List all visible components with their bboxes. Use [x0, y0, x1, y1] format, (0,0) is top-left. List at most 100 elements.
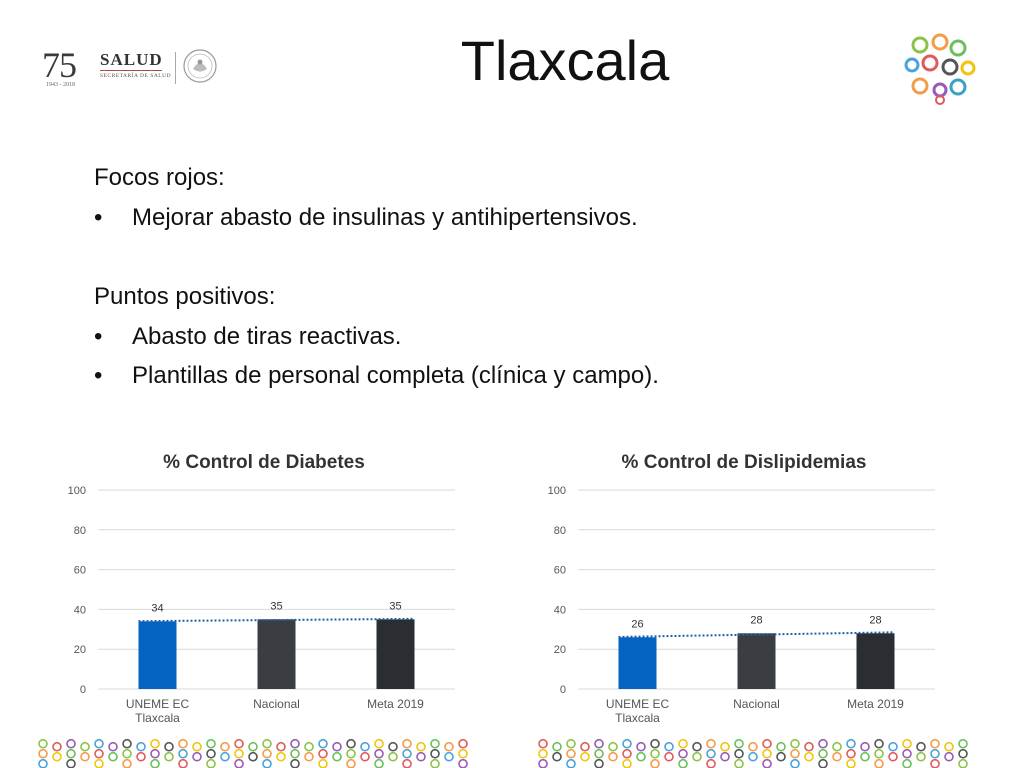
decorative-ring: [38, 738, 48, 749]
decorative-ring: [290, 738, 300, 749]
decorative-ring: [122, 738, 132, 749]
decorative-ring: [692, 751, 702, 762]
bar: [618, 637, 657, 689]
decorative-ring: [650, 758, 660, 768]
decorative-ring: [720, 741, 730, 752]
decorative-ring: [52, 751, 62, 762]
decorative-ring: [262, 758, 272, 768]
x-tick-label: Meta 2019: [367, 697, 424, 711]
decorative-ring: [888, 741, 898, 752]
bullet-item: • Plantillas de personal completa (clíni…: [94, 356, 894, 396]
bullet-text: Abasto de tiras reactivas.: [132, 322, 402, 350]
decorative-pattern-left: [38, 738, 468, 768]
bullet-text: Plantillas de personal completa (clínica…: [132, 362, 659, 389]
decorative-ring: [430, 748, 440, 759]
decorative-ring: [234, 738, 244, 749]
decorative-ring: [220, 741, 230, 752]
y-tick-label: 60: [74, 565, 86, 577]
x-tick-label: UNEME EC: [606, 697, 670, 711]
decorative-ring: [402, 748, 412, 759]
decorative-ring: [430, 738, 440, 749]
decorative-ring: [234, 758, 244, 768]
decorative-ring: [594, 758, 604, 768]
decorative-ring: [818, 758, 828, 768]
decorative-ring: [706, 738, 716, 749]
y-tick-label: 100: [68, 485, 86, 497]
x-tick-label: Tlaxcala: [135, 711, 180, 725]
decorative-ring: [248, 751, 258, 762]
data-label: 35: [270, 600, 282, 612]
bullet-dot: •: [94, 362, 103, 389]
decorative-ring: [748, 751, 758, 762]
decorative-ring: [608, 741, 618, 752]
data-label: 34: [151, 602, 163, 614]
decorative-ring: [318, 758, 328, 768]
decorative-ring: [108, 741, 118, 752]
section-heading-focos-rojos: Focos rojos:: [94, 164, 225, 191]
decorative-ring: [38, 748, 48, 759]
decorative-ring: [678, 758, 688, 768]
decorative-ring: [664, 751, 674, 762]
decorative-ring: [930, 748, 940, 759]
decorative-ring: [276, 751, 286, 762]
decorative-ring: [776, 751, 786, 762]
decorative-ring: [552, 751, 562, 762]
data-label: 28: [869, 614, 881, 626]
y-tick-label: 20: [74, 644, 86, 656]
decorative-ring: [734, 748, 744, 759]
decorative-ring: [930, 738, 940, 749]
decorative-ring: [636, 751, 646, 762]
decorative-ring: [930, 758, 940, 768]
decorative-ring: [678, 748, 688, 759]
decorative-ring: [650, 748, 660, 759]
salud-logo: 75 1943 - 2018 SALUD SECRETARÍA DE SALUD: [40, 42, 230, 92]
logo-separator: [175, 52, 176, 84]
decorative-ring: [136, 741, 146, 752]
x-tick-label: Tlaxcala: [615, 711, 660, 725]
decorative-ring: [846, 738, 856, 749]
decorative-ring: [762, 758, 772, 768]
decorative-ring: [206, 738, 216, 749]
decorative-ring: [650, 738, 660, 749]
decorative-ring: [566, 738, 576, 749]
decorative-ring: [902, 748, 912, 759]
decorative-ring: [804, 751, 814, 762]
decorative-ring: [818, 738, 828, 749]
circles-logo-icon: [904, 33, 976, 105]
decorative-ring: [234, 748, 244, 759]
decorative-ring: [290, 748, 300, 759]
decorative-ring: [80, 741, 90, 752]
decorative-ring: [94, 738, 104, 749]
decorative-ring: [374, 748, 384, 759]
decorative-ring: [458, 758, 468, 768]
data-label: 35: [389, 600, 401, 612]
bullet-item: • Abasto de tiras reactivas.: [94, 317, 894, 357]
decorative-ring: [818, 748, 828, 759]
decorative-ring: [846, 748, 856, 759]
x-tick-label: Nacional: [733, 697, 780, 711]
decorative-ring: [916, 751, 926, 762]
decorative-ring: [332, 741, 342, 752]
bullet-text: Mejorar abasto de insulinas y antihipert…: [132, 203, 638, 231]
decorative-ring: [804, 741, 814, 752]
x-tick-label: UNEME EC: [126, 697, 190, 711]
decorative-ring: [304, 751, 314, 762]
bar: [138, 621, 177, 689]
decorative-ring: [902, 758, 912, 768]
decorative-ring: [136, 751, 146, 762]
decorative-ring: [248, 741, 258, 752]
decorative-ring: [692, 741, 702, 752]
decorative-ring: [958, 758, 968, 768]
decorative-ring: [94, 758, 104, 768]
decorative-ring: [552, 741, 562, 752]
decorative-ring: [150, 748, 160, 759]
decorative-ring: [374, 738, 384, 749]
decorative-ring: [416, 751, 426, 762]
data-label: 26: [631, 618, 643, 630]
decorative-ring: [402, 738, 412, 749]
decorative-ring: [94, 748, 104, 759]
decorative-ring: [874, 758, 884, 768]
decorative-ring: [566, 758, 576, 768]
bullet-dot: •: [94, 203, 103, 231]
decorative-ring: [608, 751, 618, 762]
